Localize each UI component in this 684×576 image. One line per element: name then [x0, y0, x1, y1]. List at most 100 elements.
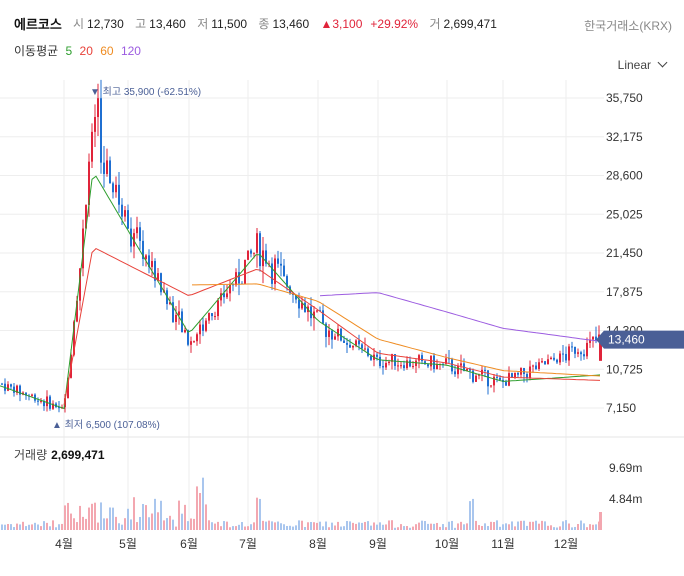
volume-bar — [58, 524, 60, 530]
month-tick: 10월 — [435, 537, 459, 551]
volume-bar — [7, 524, 9, 530]
scale-mode-label: Linear — [617, 58, 651, 72]
volume-bar — [418, 522, 420, 530]
volume-bar — [367, 521, 369, 530]
candle-body — [334, 336, 336, 340]
price-annotations: ▼ 최고 35,900 (-62.51%) ▲ 최저 6,500 (107.08%… — [52, 86, 201, 431]
volume-bar — [256, 497, 258, 530]
candle-body — [256, 233, 258, 253]
volume-bar — [298, 520, 300, 530]
candle-body — [364, 348, 366, 350]
volume-bar — [517, 521, 519, 530]
candle-body — [142, 240, 144, 259]
volume-bar — [481, 525, 483, 530]
ma-line-20 — [63, 247, 601, 406]
candle-body — [73, 321, 75, 355]
price-tick: 28,600 — [606, 169, 643, 183]
volume-bar — [433, 523, 435, 530]
candle-body — [382, 366, 384, 368]
candle-body — [91, 131, 93, 162]
volume-bar — [565, 520, 567, 530]
volume-bar — [259, 498, 261, 530]
volume-bar — [142, 503, 144, 530]
volume-bar — [25, 526, 27, 530]
ma-5[interactable]: 5 — [65, 44, 73, 58]
ma-20[interactable]: 20 — [79, 44, 93, 58]
candle-body — [316, 310, 318, 312]
candle-body — [415, 360, 417, 366]
exchange-label: 한국거래소(KRX) — [584, 19, 672, 33]
volume-bar — [163, 520, 165, 530]
candle-body — [148, 255, 150, 267]
volume-bar — [322, 526, 324, 530]
candle-body — [130, 228, 132, 247]
candle-body — [553, 357, 555, 360]
candle-body — [190, 341, 192, 345]
candle-body — [25, 392, 27, 396]
high-label: 고 — [135, 17, 147, 31]
candle-body — [277, 258, 279, 264]
candle-body — [328, 330, 330, 337]
volume-label: 거 — [429, 17, 441, 31]
volume-bar — [502, 524, 504, 530]
candle-body — [196, 334, 198, 342]
low-label: 저 — [197, 17, 209, 31]
volume-bar — [469, 501, 471, 530]
volume-bar — [151, 513, 153, 530]
candle-body — [589, 339, 591, 343]
ma-60[interactable]: 60 — [100, 44, 114, 58]
close-label: 종 — [258, 17, 270, 31]
volume-bar — [61, 523, 63, 530]
volume-bar — [403, 526, 405, 530]
candle-body — [100, 98, 102, 163]
candle-body — [31, 394, 33, 396]
ma-120[interactable]: 120 — [120, 44, 141, 58]
candle-body — [556, 359, 558, 363]
volume-bar — [352, 522, 354, 530]
volume-bar — [37, 524, 39, 530]
candle-body — [208, 313, 210, 321]
volume-tick: 9.69m — [609, 461, 642, 475]
candle-body — [487, 370, 489, 387]
volume-bar — [316, 522, 318, 530]
candle-body — [403, 365, 405, 369]
close-value: 13,460 — [272, 17, 310, 31]
candle-body — [427, 364, 429, 367]
candle-body — [457, 365, 459, 375]
candle-body — [391, 354, 393, 362]
candle-body — [250, 250, 252, 254]
volume-bar — [373, 522, 375, 530]
candle-body — [217, 300, 219, 317]
volume-bar — [520, 520, 522, 530]
volume-bar — [466, 523, 468, 530]
volume-bar — [181, 513, 183, 530]
volume-bar — [28, 524, 30, 530]
price-tick: 17,875 — [606, 285, 643, 299]
volume-bar — [292, 526, 294, 530]
volume-bar — [580, 520, 582, 530]
candle-body — [16, 385, 18, 393]
candle-body — [460, 363, 462, 366]
price-tag-label: 13,460 — [608, 333, 645, 347]
volume-axis: 9.69m 4.84m — [609, 461, 642, 506]
candle-body — [145, 255, 147, 259]
volume-bar — [337, 521, 339, 530]
price-tag-bg — [596, 330, 684, 349]
candle-body — [394, 354, 396, 366]
candle-body — [514, 372, 516, 378]
candle-body — [49, 396, 51, 409]
scale-mode-dropdown[interactable]: Linear — [617, 57, 668, 72]
volume-bar — [571, 527, 573, 530]
candle-body — [406, 360, 408, 369]
candle-body — [451, 359, 453, 372]
volume-bar — [535, 520, 537, 530]
high-annotation: ▼ 최고 35,900 (-62.51%) — [90, 86, 201, 98]
volume-bar — [232, 526, 234, 530]
candle-body — [586, 342, 588, 357]
quote-header: 에르코스 시 12,730 고 13,460 저 11,500 종 13,460 ▲3,… — [0, 0, 684, 46]
low-annotation: ▲ 최저 6,500 (107.08%) — [52, 419, 160, 431]
volume-bar — [424, 521, 426, 530]
candle-body — [301, 302, 303, 309]
volume-bar — [133, 497, 135, 530]
